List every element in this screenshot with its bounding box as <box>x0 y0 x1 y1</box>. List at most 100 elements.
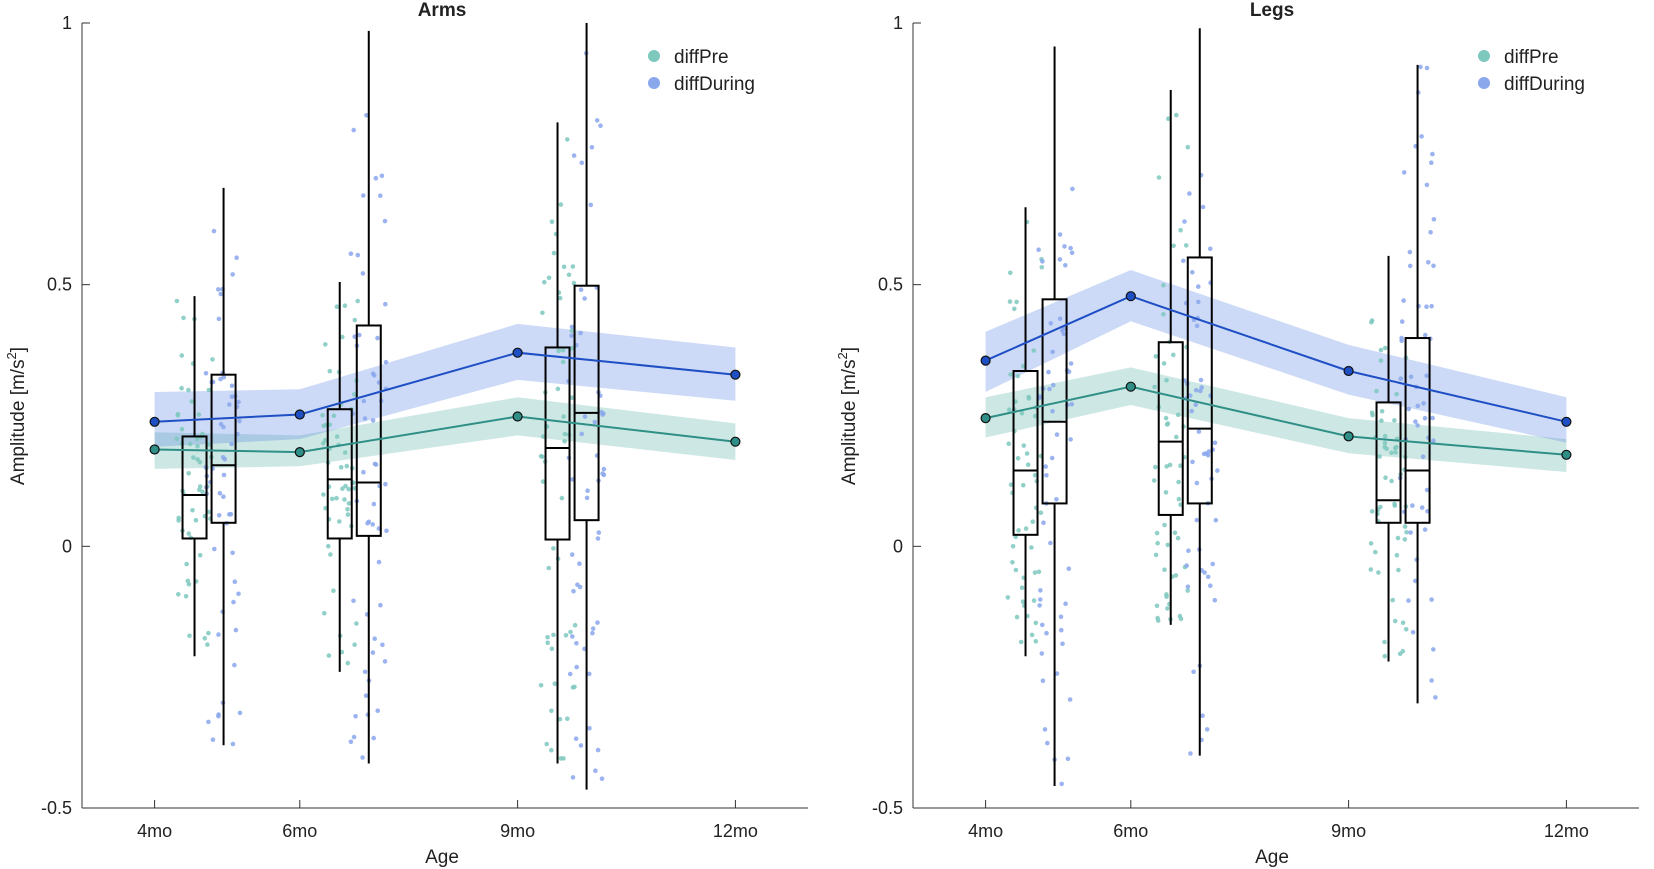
raw-point-diffpre <box>1173 573 1179 578</box>
raw-point-diffpre <box>569 345 575 351</box>
raw-point-diffduring <box>585 488 590 494</box>
x-axis-label: Age <box>425 847 459 868</box>
raw-point-diffduring <box>1200 204 1206 210</box>
raw-point-diffduring <box>1063 601 1068 606</box>
raw-point-diffpre <box>181 315 186 321</box>
raw-point-diffpre <box>1164 464 1169 469</box>
raw-point-diffduring <box>1407 263 1413 269</box>
raw-point-diffduring <box>237 710 243 716</box>
x-tick-label: 4mo <box>968 821 1003 841</box>
raw-point-diffpre <box>1153 464 1158 470</box>
legend-marker-diffduring <box>1478 77 1490 89</box>
raw-point-diffpre <box>549 708 554 714</box>
box-diffduring <box>210 373 237 524</box>
series-line-diffduring <box>985 295 1567 423</box>
raw-point-diffpre <box>1379 409 1385 414</box>
raw-point-diffduring <box>376 559 382 565</box>
y-axis-label: Amplitude [m/s2] <box>835 347 860 485</box>
raw-point-diffduring <box>1059 781 1064 787</box>
raw-point-diffduring <box>1423 332 1428 338</box>
y-tick-label: 1 <box>893 13 903 33</box>
raw-point-diffduring <box>1054 432 1060 437</box>
raw-point-diffduring <box>1212 597 1218 603</box>
raw-point-diffpre <box>1382 653 1388 659</box>
raw-point-diffpre <box>546 275 552 281</box>
raw-point-diffduring <box>1210 561 1215 567</box>
raw-point-diffpre <box>1392 501 1397 507</box>
raw-point-diffduring <box>1050 349 1055 355</box>
raw-point-diffduring <box>222 457 228 462</box>
raw-point-diffduring <box>210 737 216 742</box>
raw-point-diffduring <box>587 671 592 677</box>
raw-point-diffduring <box>571 588 576 594</box>
raw-point-diffduring <box>1424 182 1430 188</box>
raw-point-diffduring <box>375 708 381 713</box>
raw-point-diffpre <box>337 519 342 524</box>
raw-point-diffduring <box>589 145 595 150</box>
raw-point-diffpre <box>1400 648 1406 654</box>
x-tick-label: 6mo <box>282 821 317 841</box>
raw-point-diffpre <box>565 137 570 142</box>
y-tick-label: 0.5 <box>47 275 72 295</box>
raw-point-diffduring <box>1401 298 1406 303</box>
raw-point-diffduring <box>601 466 607 472</box>
raw-point-diffduring <box>1043 464 1048 469</box>
raw-point-diffduring <box>601 411 606 416</box>
raw-point-diffpre <box>551 546 556 551</box>
raw-point-diffduring <box>206 719 211 725</box>
raw-point-diffpre <box>1374 388 1379 394</box>
raw-point-diffpre <box>539 454 545 460</box>
series-point-diffduring <box>1343 365 1354 377</box>
raw-point-diffpre <box>1369 410 1375 416</box>
raw-point-diffduring <box>1191 669 1196 675</box>
raw-point-diffduring <box>577 561 582 566</box>
raw-point-diffpre <box>1369 509 1375 514</box>
raw-point-diffduring <box>1430 415 1435 421</box>
legend-label-diffduring: diffDuring <box>1504 74 1585 95</box>
raw-points <box>174 50 607 781</box>
raw-point-diffduring <box>1431 647 1436 652</box>
raw-point-diffduring <box>578 330 583 336</box>
raw-point-diffpre <box>186 387 191 393</box>
raw-point-diffpre <box>187 633 192 639</box>
raw-point-diffpre <box>327 368 333 374</box>
raw-point-diffduring <box>1050 408 1055 414</box>
raw-point-diffduring <box>1063 263 1068 268</box>
legend-label-diffpre: diffPre <box>674 47 729 68</box>
raw-point-diffduring <box>595 620 600 625</box>
raw-point-diffduring <box>232 579 238 584</box>
raw-point-diffduring <box>1069 250 1075 256</box>
raw-point-diffpre <box>345 507 350 512</box>
raw-point-diffduring <box>1045 740 1050 746</box>
raw-point-diffduring <box>1422 415 1428 421</box>
x-tick-label: 9mo <box>1331 821 1366 841</box>
box-diffpre <box>1157 341 1184 516</box>
raw-point-diffpre <box>566 272 572 278</box>
raw-point-diffpre <box>345 660 351 666</box>
raw-point-diffpre <box>196 412 202 417</box>
raw-point-diffpre <box>1400 620 1406 626</box>
raw-point-diffduring <box>373 462 379 467</box>
raw-point-diffpre <box>1006 407 1012 413</box>
raw-point-diffpre <box>1373 549 1378 555</box>
raw-point-diffduring <box>362 416 368 421</box>
raw-point-diffduring <box>1051 382 1056 388</box>
raw-point-diffduring <box>1413 578 1418 584</box>
raw-point-diffpre <box>1032 570 1038 575</box>
raw-point-diffpre <box>569 328 575 334</box>
raw-point-diffduring <box>1041 520 1046 525</box>
raw-point-diffpre <box>565 716 570 721</box>
series-point-diffpre <box>294 447 305 458</box>
raw-point-diffduring <box>211 228 217 234</box>
raw-point-diffpre <box>1039 265 1045 270</box>
raw-point-diffpre <box>197 552 203 558</box>
raw-point-diffduring <box>1038 588 1043 593</box>
y-tick-label: 1 <box>62 13 72 33</box>
axes: -0.5 0 0.5 1 4mo 6mo 9mo 12mo <box>41 13 808 841</box>
raw-point-diffduring <box>1040 678 1046 684</box>
raw-point-diffpre <box>559 495 565 501</box>
raw-point-diffduring <box>1418 64 1423 70</box>
raw-point-diffpre <box>540 310 545 316</box>
raw-point-diffpre <box>1164 378 1169 383</box>
